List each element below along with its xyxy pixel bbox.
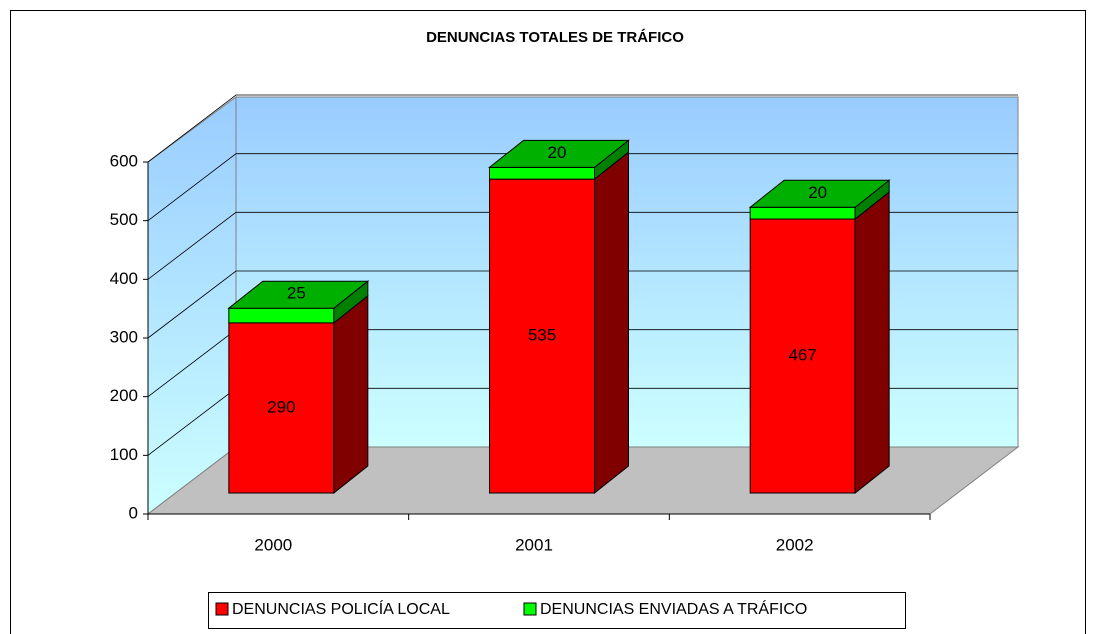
grid-line — [147, 153, 1018, 221]
side-wall — [147, 96, 237, 516]
bar — [749, 206, 856, 220]
bar-side — [854, 190, 890, 495]
y-tick-label: 0 — [129, 503, 138, 522]
legend-label: DENUNCIAS POLICÍA LOCAL — [232, 599, 450, 618]
x-tick-label: 2002 — [776, 535, 814, 554]
bar-top — [227, 280, 370, 309]
grid-line — [147, 94, 1018, 163]
bar — [749, 218, 856, 494]
legend — [208, 592, 906, 629]
legend-swatch — [215, 602, 229, 616]
legend-swatch — [523, 602, 537, 616]
x-tick-label: 2001 — [515, 535, 553, 554]
chart-title: DENUNCIAS TOTALES DE TRÁFICO — [426, 29, 684, 46]
y-tick-label: 600 — [110, 151, 138, 170]
data-label: 290 — [267, 397, 295, 416]
bar — [228, 307, 335, 324]
legend-label: DENUNCIAS ENVIADAS A TRÁFICO — [540, 599, 807, 618]
data-label: 25 — [287, 284, 306, 303]
bar-top — [748, 179, 891, 208]
y-tick-label: 200 — [110, 386, 138, 405]
y-tick-label: 500 — [110, 210, 138, 229]
bar-side — [333, 294, 369, 495]
bar-side — [594, 151, 629, 495]
y-tick-label: 100 — [110, 445, 138, 464]
data-label: 535 — [528, 326, 556, 345]
y-tick-label: 300 — [110, 327, 138, 346]
x-tick-label: 2000 — [254, 535, 292, 554]
bar — [489, 166, 595, 180]
bar-top — [488, 139, 630, 168]
data-label: 467 — [788, 345, 816, 364]
y-tick-label: 400 — [110, 269, 138, 288]
data-label: 20 — [548, 143, 567, 162]
data-label: 20 — [808, 183, 827, 202]
